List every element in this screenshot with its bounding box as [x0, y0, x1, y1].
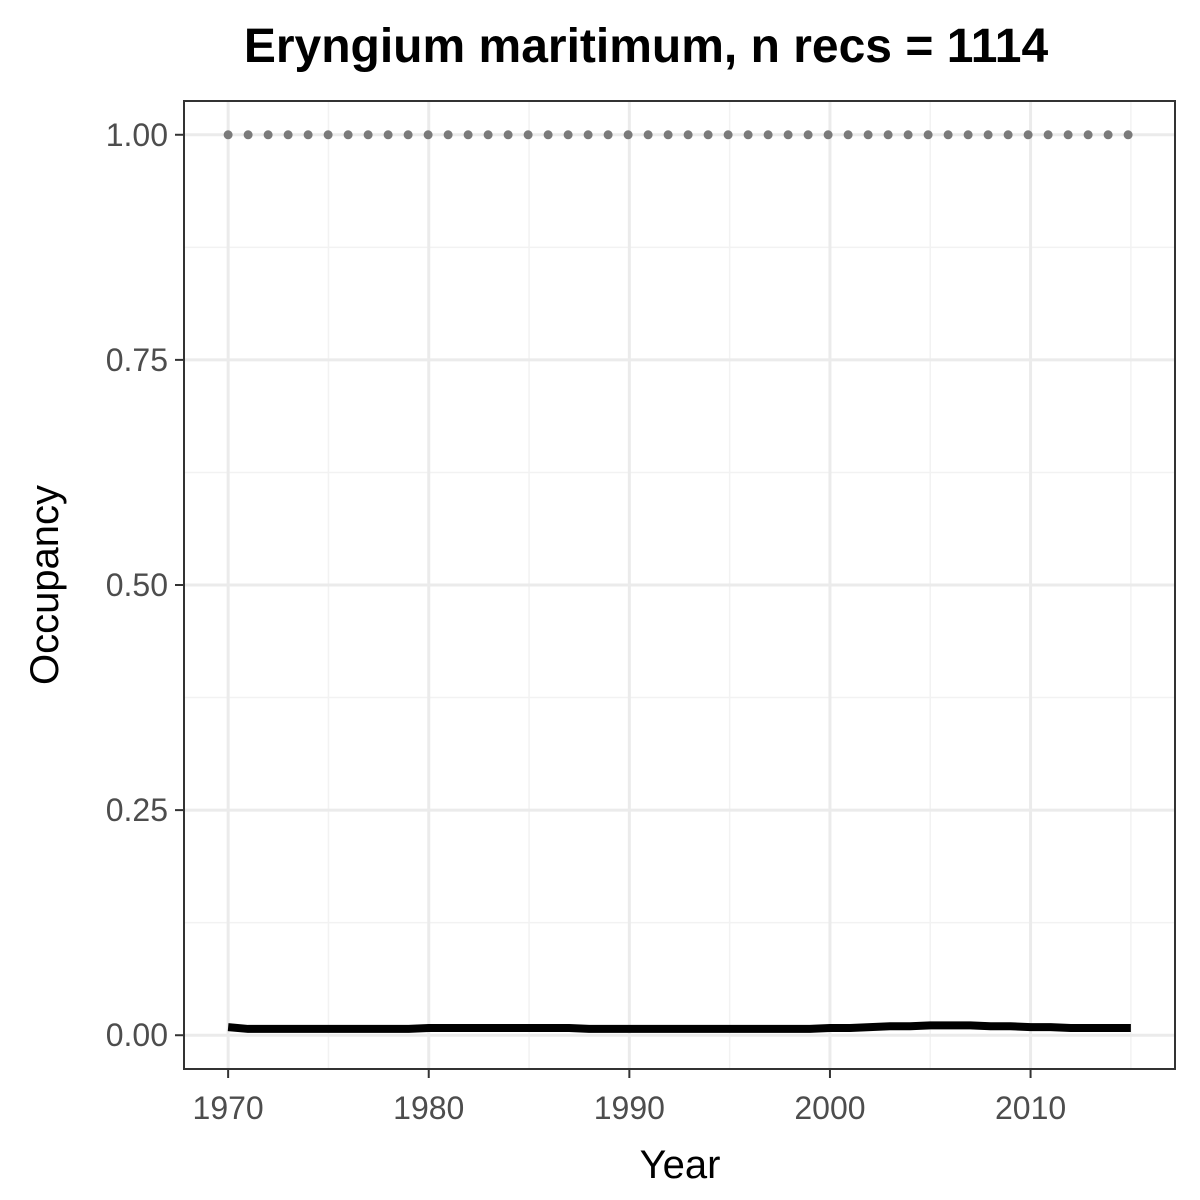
- series-layer: [223, 130, 1136, 1033]
- chart-title: Eryngium maritimum, n recs = 1114: [244, 20, 1049, 73]
- series-line-2: [227, 1021, 1131, 1033]
- y-axis: 0.00 0.25 0.50 0.75 1.00: [106, 117, 184, 1053]
- x-tick-label: 1970: [193, 1090, 264, 1126]
- y-tick-label: 1.00: [106, 117, 168, 153]
- x-axis: 1970 1980 1990 2000 2010: [193, 1069, 1066, 1126]
- y-axis-title: Occupancy: [23, 485, 67, 685]
- y-tick-label: 0.75: [106, 342, 168, 378]
- y-tick-label: 0.50: [106, 567, 168, 603]
- y-tick-label: 0.00: [106, 1017, 168, 1053]
- x-tick-label: 1980: [393, 1090, 464, 1126]
- y-tick-label: 0.25: [106, 792, 168, 828]
- x-tick-label: 1990: [594, 1090, 665, 1126]
- x-axis-title: Year: [640, 1143, 721, 1187]
- x-tick-label: 2000: [794, 1090, 865, 1126]
- x-tick-label: 2010: [995, 1090, 1066, 1126]
